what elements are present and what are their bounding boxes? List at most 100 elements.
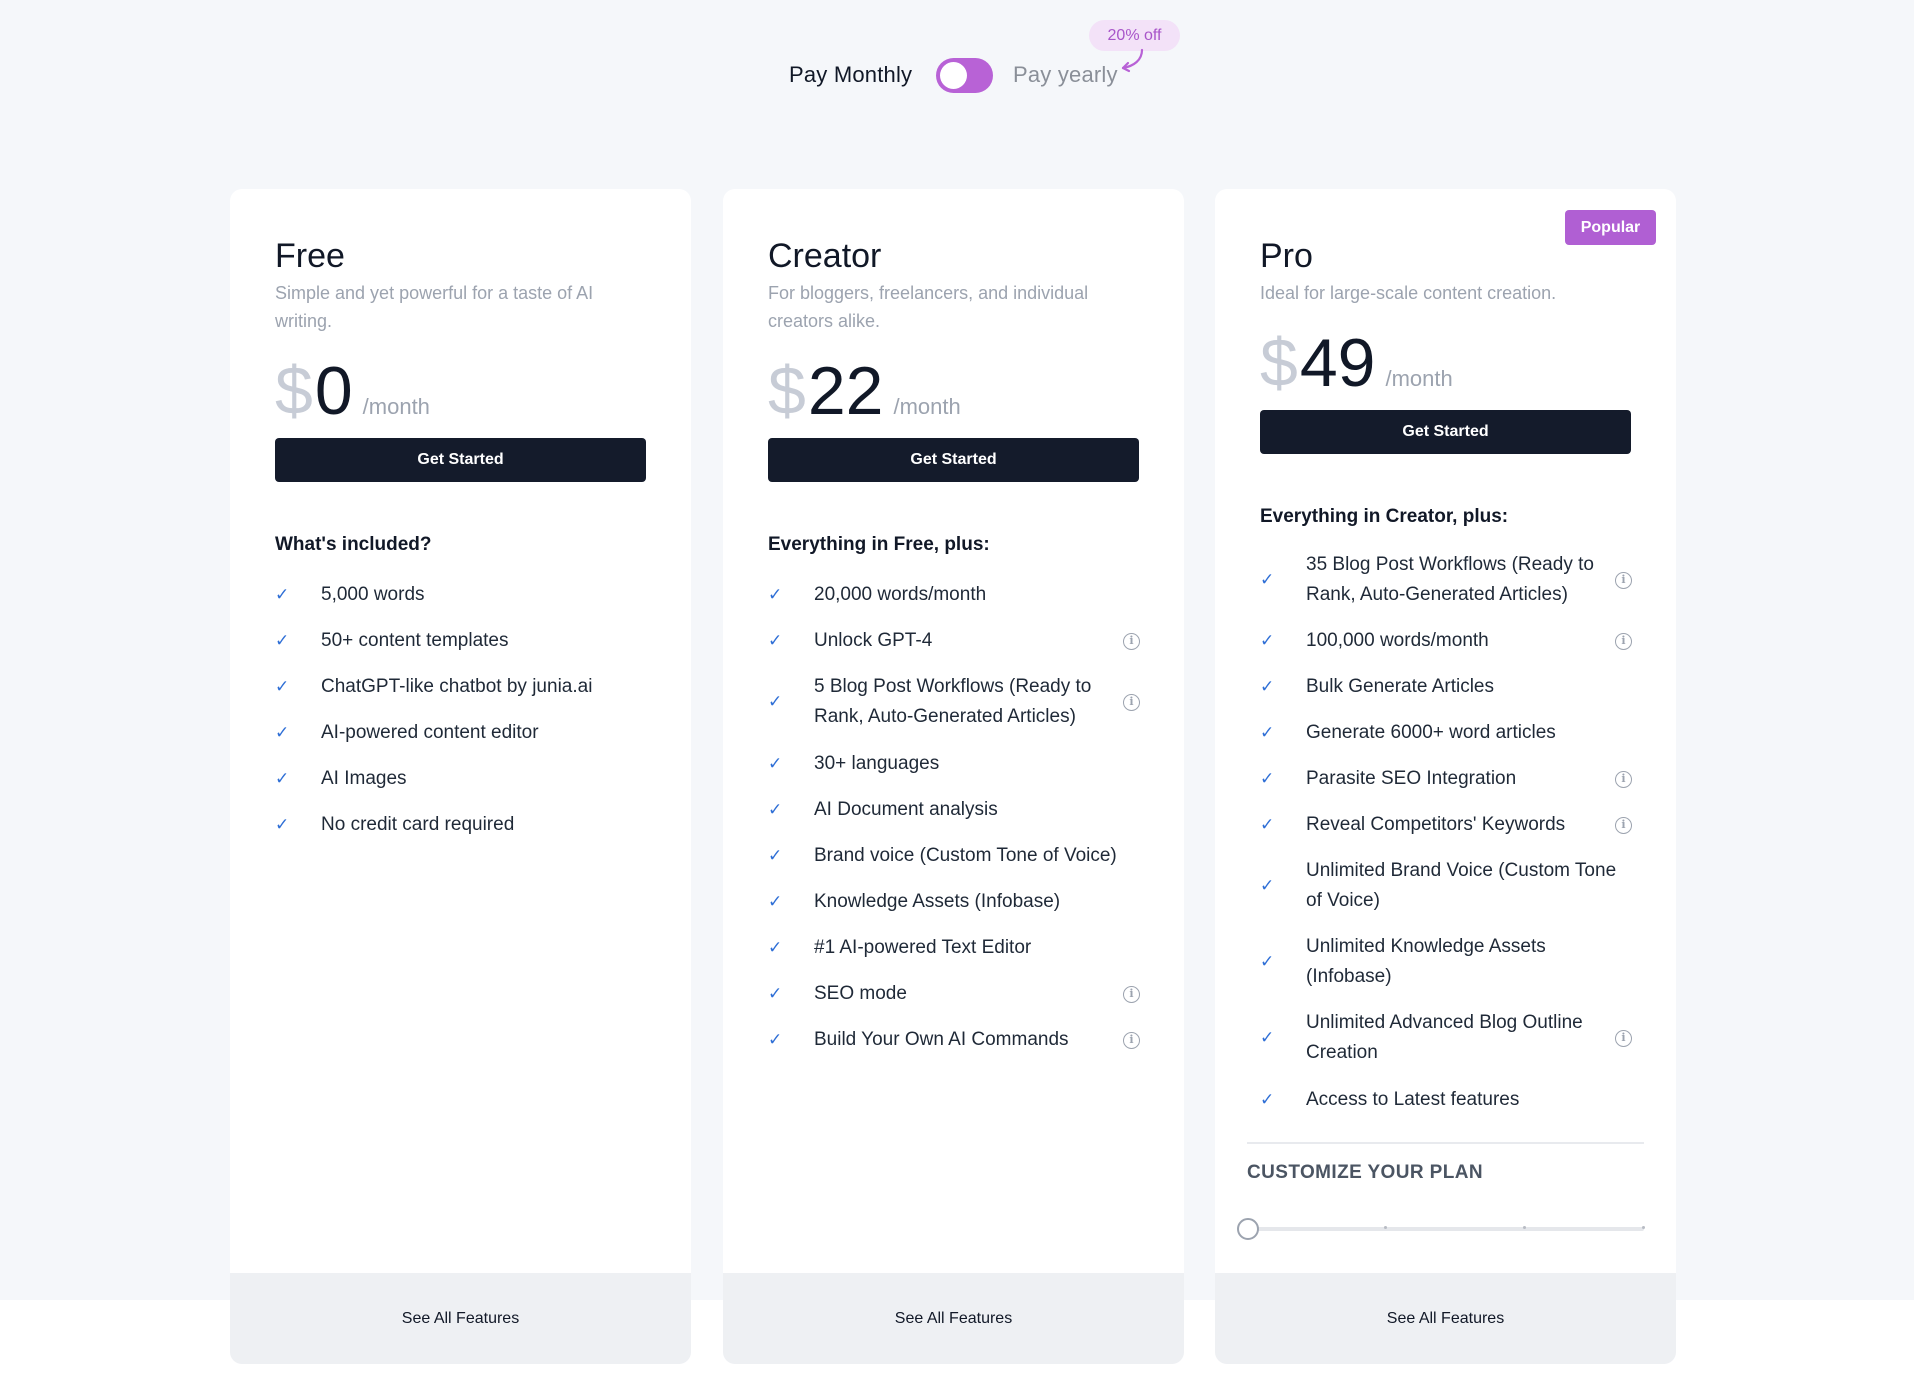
price-period: /month <box>362 394 430 419</box>
info-icon[interactable]: i <box>1615 771 1632 788</box>
info-icon[interactable]: i <box>1615 817 1632 834</box>
plan-card-creator: Creator For bloggers, freelancers, and i… <box>723 189 1184 1364</box>
feature-label: AI-powered content editor <box>321 722 539 743</box>
feature-label: #1 AI-powered Text Editor <box>814 937 1032 958</box>
feature-label: Knowledge Assets (Infobase) <box>814 891 1061 912</box>
check-icon: ✓ <box>1260 1090 1275 1109</box>
check-icon: ✓ <box>768 692 783 711</box>
feature-item: ✓ AI-powered content editor <box>275 718 647 748</box>
feature-label: 5 Blog Post Workflows (Ready to Rank, Au… <box>814 676 1092 727</box>
curved-arrow-icon <box>1121 48 1144 73</box>
feature-label: Bulk Generate Articles <box>1306 676 1494 697</box>
price-amount: 0 <box>314 353 353 429</box>
feature-item: ✓ #1 AI-powered Text Editor <box>768 933 1140 963</box>
toggle-knob <box>940 62 967 89</box>
feature-label: AI Images <box>321 768 407 789</box>
price-period: /month <box>1385 366 1453 391</box>
plan-name: Pro <box>1260 237 1313 275</box>
get-started-button[interactable]: Get Started <box>768 438 1139 482</box>
info-icon[interactable]: i <box>1615 633 1632 650</box>
get-started-button[interactable]: Get Started <box>275 438 646 482</box>
feature-item: ✓ 5 Blog Post Workflows (Ready to Rank, … <box>768 672 1140 732</box>
feature-item: ✓ No credit card required <box>275 810 647 840</box>
check-icon: ✓ <box>1260 1028 1275 1047</box>
check-icon: ✓ <box>275 585 290 604</box>
plan-description: For bloggers, freelancers, and individua… <box>768 283 1089 331</box>
feature-item: ✓ SEO mode i <box>768 979 1140 1009</box>
see-all-features-button[interactable]: See All Features <box>1215 1273 1676 1364</box>
billing-toggle[interactable] <box>936 58 993 93</box>
feature-label: Unlimited Advanced Blog Outline Creation <box>1306 1012 1583 1063</box>
feature-label: SEO mode <box>814 983 907 1004</box>
feature-label: Unlock GPT-4 <box>814 630 933 651</box>
check-icon: ✓ <box>1260 570 1275 589</box>
check-icon: ✓ <box>768 1030 783 1049</box>
check-icon: ✓ <box>1260 723 1275 742</box>
check-icon: ✓ <box>275 677 290 696</box>
price-period: /month <box>893 394 961 419</box>
get-started-button[interactable]: Get Started <box>1260 410 1631 454</box>
plan-card-free: Free Simple and yet powerful for a taste… <box>230 189 691 1364</box>
feature-item: ✓ 30+ languages <box>768 749 1140 779</box>
currency-symbol: $ <box>275 353 313 429</box>
feature-label: Unlimited Brand Voice (Custom Tone of Vo… <box>1306 860 1617 911</box>
slider-tick <box>1523 1226 1526 1229</box>
feature-label: Generate 6000+ word articles <box>1306 722 1556 743</box>
feature-item: ✓ Reveal Competitors' Keywords i <box>1260 810 1632 840</box>
feature-item: ✓ Parasite SEO Integration i <box>1260 764 1632 794</box>
see-all-features-button[interactable]: See All Features <box>230 1273 691 1364</box>
check-icon: ✓ <box>275 631 290 650</box>
plan-slider-thumb[interactable] <box>1237 1218 1259 1240</box>
feature-label: Access to Latest features <box>1306 1089 1520 1110</box>
see-all-features-button[interactable]: See All Features <box>723 1273 1184 1364</box>
plan-description: Ideal for large-scale content creation. <box>1260 283 1557 303</box>
feature-item: ✓ 100,000 words/month i <box>1260 626 1632 656</box>
feature-item: ✓ Knowledge Assets (Infobase) <box>768 887 1140 917</box>
check-icon: ✓ <box>768 585 783 604</box>
discount-badge: 20% off <box>1089 20 1180 51</box>
features-heading: What's included? <box>275 534 432 555</box>
plan-price: $ 49 /month <box>1260 329 1453 397</box>
slider-tick <box>1642 1226 1645 1229</box>
pay-yearly-label[interactable]: Pay yearly <box>1013 62 1118 87</box>
feature-label: AI Document analysis <box>814 799 998 820</box>
feature-item: ✓ 35 Blog Post Workflows (Ready to Rank,… <box>1260 550 1632 610</box>
check-icon: ✓ <box>768 631 783 650</box>
feature-item: ✓ Brand voice (Custom Tone of Voice) <box>768 841 1140 871</box>
slider-tick <box>1384 1226 1387 1229</box>
feature-label: Parasite SEO Integration <box>1306 768 1517 789</box>
customize-plan-title: CUSTOMIZE YOUR PLAN <box>1247 1162 1483 1183</box>
feature-label: No credit card required <box>321 814 515 835</box>
feature-label: Brand voice (Custom Tone of Voice) <box>814 845 1117 866</box>
info-icon[interactable]: i <box>1123 633 1140 650</box>
check-icon: ✓ <box>1260 876 1275 895</box>
feature-label: Reveal Competitors' Keywords <box>1306 814 1566 835</box>
info-icon[interactable]: i <box>1615 572 1632 589</box>
info-icon[interactable]: i <box>1123 694 1140 711</box>
currency-symbol: $ <box>1260 325 1298 401</box>
info-icon[interactable]: i <box>1123 986 1140 1003</box>
plan-price: $ 0 /month <box>275 357 430 425</box>
feature-label: Build Your Own AI Commands <box>814 1029 1069 1050</box>
feature-item: ✓ Unlock GPT-4 i <box>768 626 1140 656</box>
check-icon: ✓ <box>275 723 290 742</box>
pay-monthly-label[interactable]: Pay Monthly <box>789 62 913 87</box>
plan-name: Free <box>275 237 345 275</box>
feature-item: ✓ AI Images <box>275 764 647 794</box>
feature-item: ✓ Unlimited Advanced Blog Outline Creati… <box>1260 1008 1632 1068</box>
check-icon: ✓ <box>768 938 783 957</box>
plan-description: Simple and yet powerful for a taste of A… <box>275 283 594 331</box>
feature-item: ✓ 20,000 words/month <box>768 580 1140 610</box>
feature-item: ✓ AI Document analysis <box>768 795 1140 825</box>
info-icon[interactable]: i <box>1123 1032 1140 1049</box>
feature-item: ✓ Unlimited Brand Voice (Custom Tone of … <box>1260 856 1632 916</box>
plan-slider-track[interactable] <box>1247 1227 1644 1231</box>
plan-card-pro: Popular Pro Ideal for large-scale conten… <box>1215 189 1676 1364</box>
feature-label: 50+ content templates <box>321 630 509 651</box>
check-icon: ✓ <box>1260 769 1275 788</box>
feature-item: ✓ Bulk Generate Articles <box>1260 672 1632 702</box>
info-icon[interactable]: i <box>1615 1030 1632 1047</box>
check-icon: ✓ <box>768 800 783 819</box>
feature-item: ✓ Generate 6000+ word articles <box>1260 718 1632 748</box>
